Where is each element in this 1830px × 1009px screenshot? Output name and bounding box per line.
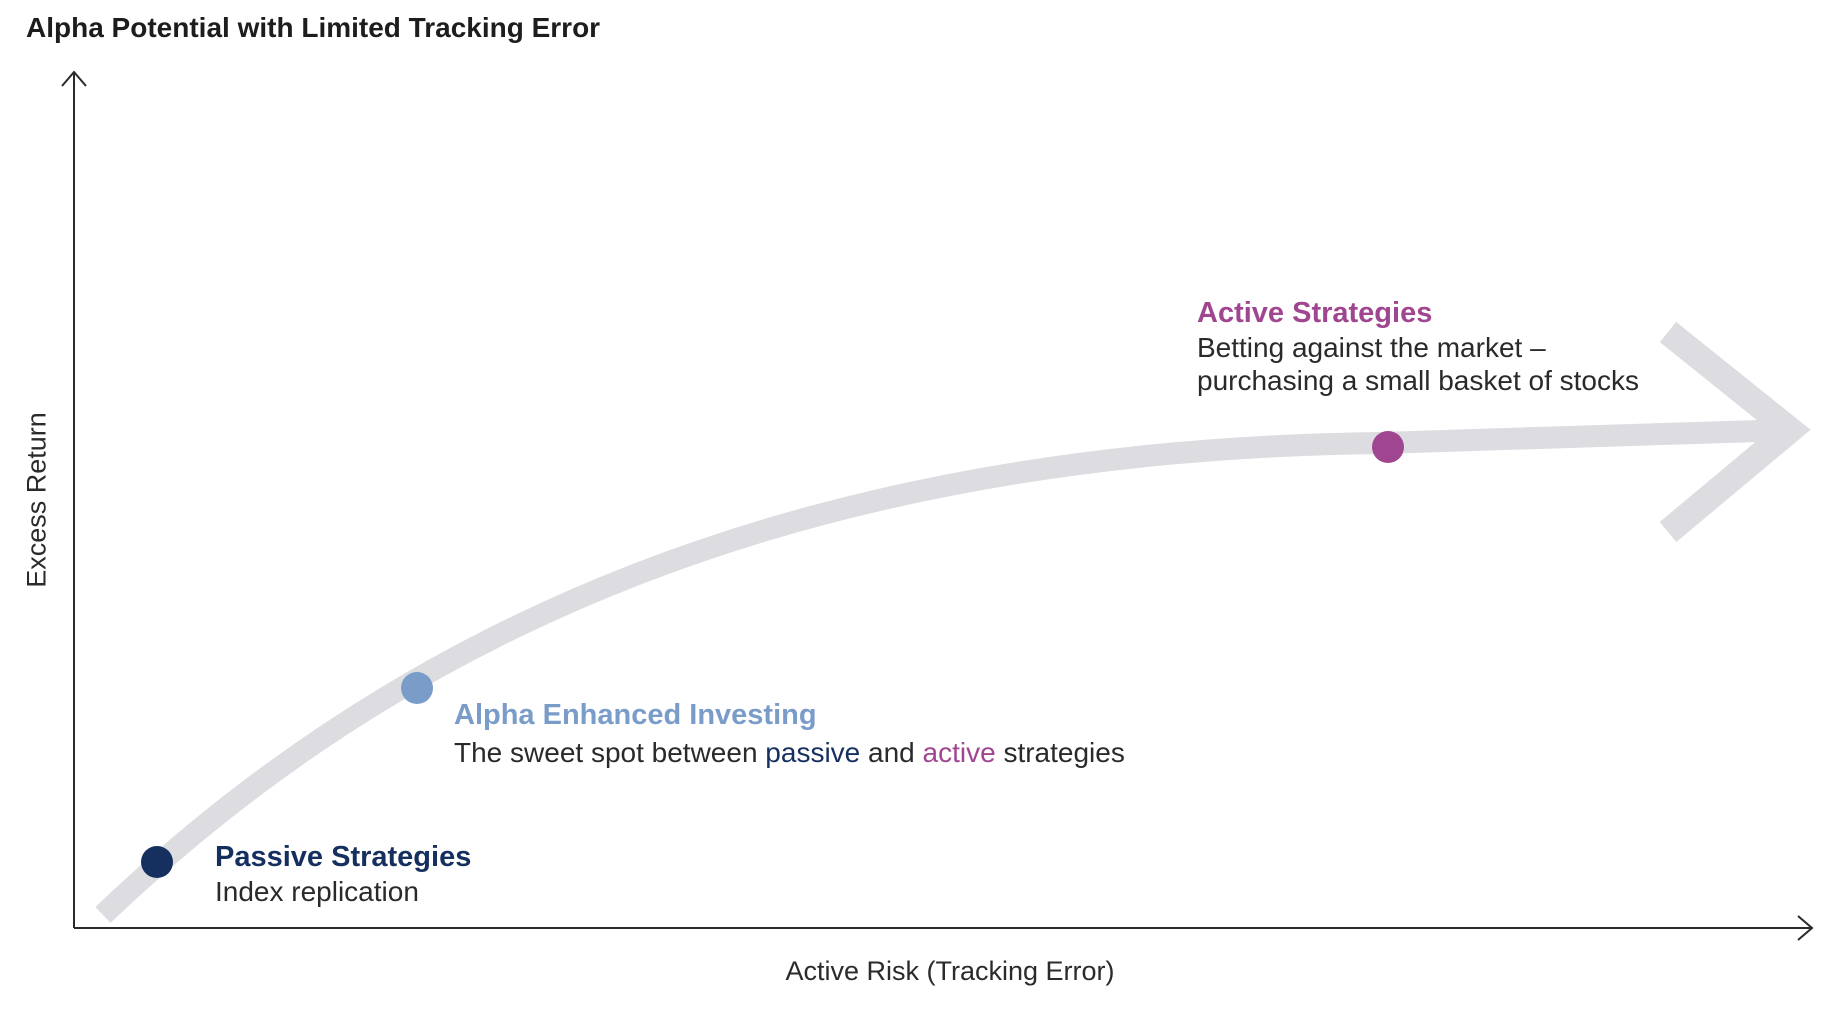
x-axis-arrow-icon (1797, 915, 1814, 941)
passive-annotation: Passive Strategies Index replication (215, 840, 471, 908)
active-point (1372, 431, 1404, 463)
enhanced-desc-part-3: and (860, 737, 923, 768)
active-heading: Active Strategies (1197, 297, 1433, 329)
passive-heading: Passive Strategies (215, 841, 472, 873)
enhanced-heading: Alpha Enhanced Investing (454, 699, 817, 731)
risk-return-curve (95, 419, 1791, 923)
enhanced-desc-part-1: The sweet spot between (454, 737, 766, 768)
active-annotation: Active Strategies Betting against the ma… (1197, 296, 1639, 397)
enhanced-desc-part-5: strategies (995, 737, 1125, 768)
active-description-line-2: purchasing a small basket of stocks (1197, 365, 1639, 396)
enhanced-annotation: Alpha Enhanced Investing The sweet spot … (454, 698, 1125, 769)
curve-arrowhead (1659, 321, 1811, 542)
enhanced-description: The sweet spot between passive and activ… (454, 736, 1125, 769)
chart-title: Alpha Potential with Limited Tracking Er… (26, 12, 601, 43)
y-axis-arrow-icon (61, 70, 87, 87)
enhanced-point (401, 672, 433, 704)
passive-description: Index replication (215, 876, 419, 907)
y-axis-label: Excess Return (21, 412, 52, 588)
x-axis-label: Active Risk (Tracking Error) (785, 956, 1115, 986)
enhanced-desc-active: active (922, 737, 996, 768)
active-description-line-1: Betting against the market – (1197, 332, 1546, 363)
passive-point (141, 846, 173, 878)
enhanced-desc-passive: passive (765, 737, 861, 768)
